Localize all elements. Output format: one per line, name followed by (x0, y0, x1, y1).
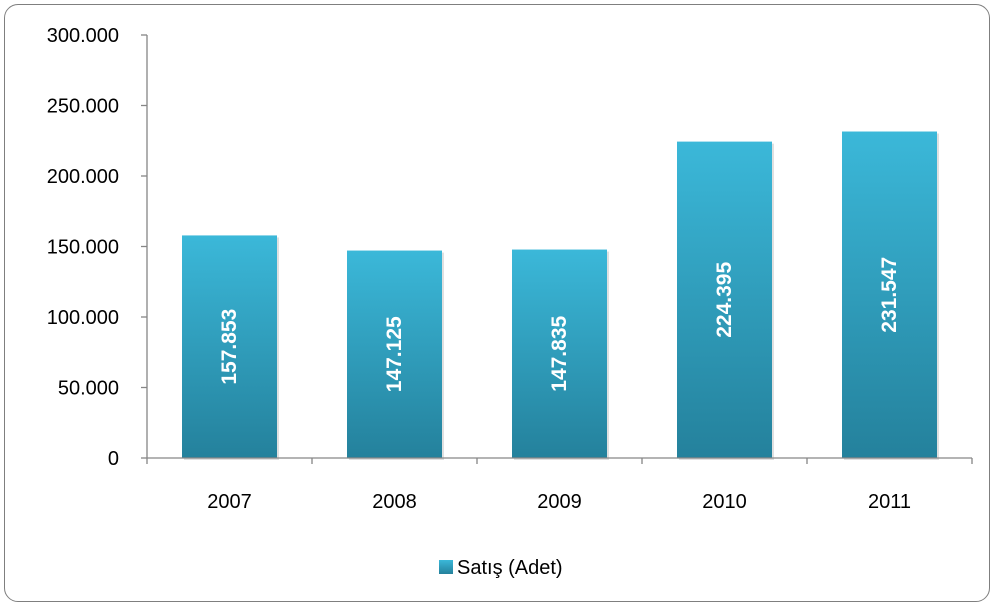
legend-label: Satış (Adet) (457, 557, 563, 579)
bar-2007 (182, 235, 277, 458)
data-label-2007: 157.853 (218, 309, 241, 385)
x-tick-label-2011: 2011 (868, 491, 911, 513)
y-tick-label: 50.000 (58, 378, 119, 400)
x-tick-label-2008: 2008 (372, 491, 417, 513)
y-tick-label: 300.000 (47, 25, 119, 47)
y-tick-label: 200.000 (47, 166, 119, 188)
y-tick-label: 100.000 (47, 307, 119, 329)
legend-swatch (439, 560, 453, 574)
y-tick-label: 150.000 (47, 237, 119, 259)
y-tick-label: 0 (108, 448, 119, 470)
x-axis: 2007 2008 2009 2010 2011 (146, 457, 973, 513)
x-tick-label-2007: 2007 (207, 491, 252, 513)
x-tick-label-2009: 2009 (537, 491, 582, 513)
y-axis: 0 50.000 100.000 150.000 200.000 250.000 300.0… (47, 25, 148, 470)
bars: 157.853 147.125 147.835 224.395 231.547 (182, 131, 939, 461)
data-label-2009: 147.835 (548, 316, 571, 392)
data-label-2010: 224.395 (713, 262, 736, 338)
legend: Satış (Adet) (439, 557, 563, 579)
bar-2009 (512, 249, 607, 458)
bar-2010 (677, 141, 772, 459)
data-label-2008: 147.125 (383, 316, 406, 392)
y-tick-label: 250.000 (47, 96, 119, 118)
data-label-2011: 231.547 (878, 257, 901, 333)
x-tick-label-2010: 2010 (702, 491, 747, 513)
chart-frame (4, 4, 990, 602)
bar-2011 (842, 131, 937, 458)
bar-2008 (347, 250, 442, 458)
